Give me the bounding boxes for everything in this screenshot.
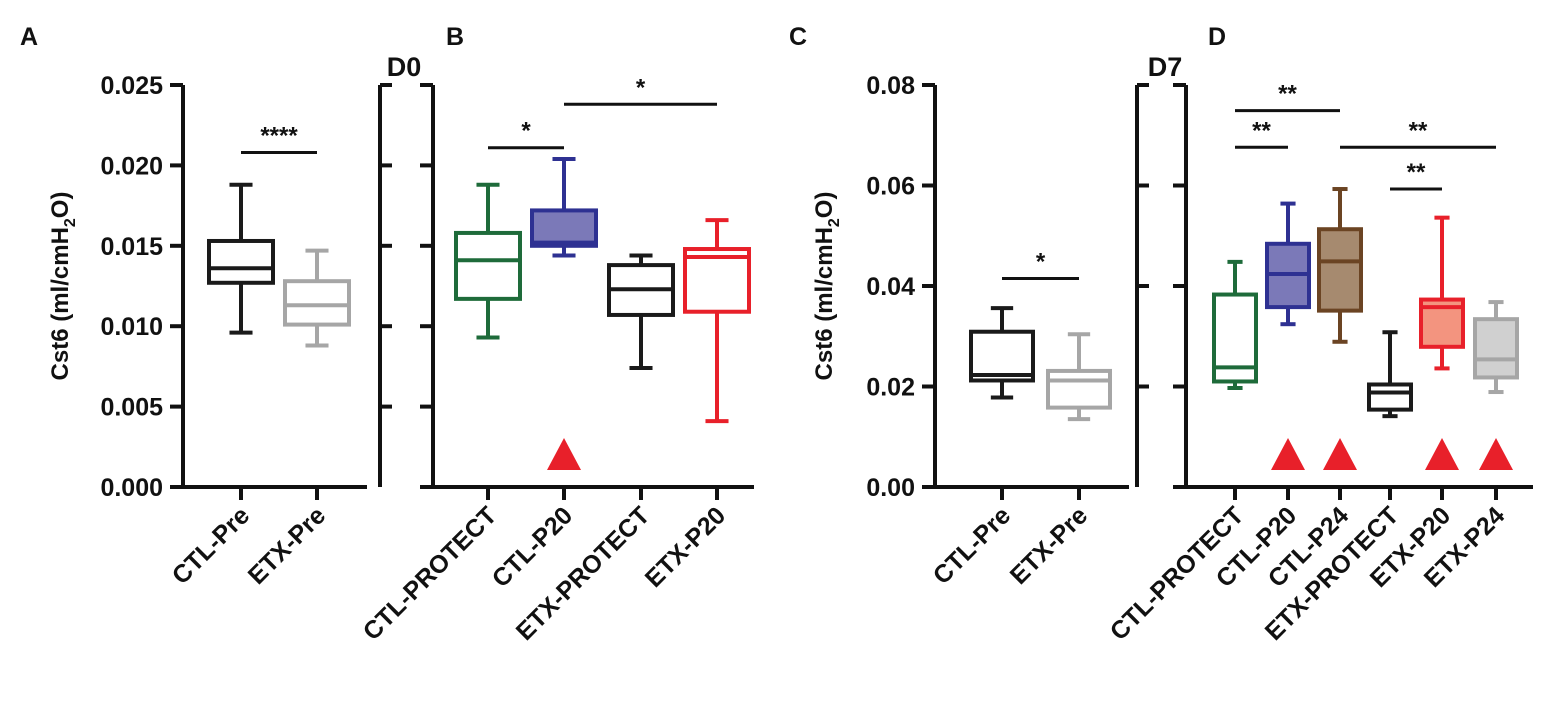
y-tick-label: 0.005 bbox=[100, 394, 163, 422]
red-triangle-marker bbox=[1479, 438, 1513, 470]
y-tick-label: 0.08 bbox=[866, 72, 915, 100]
significance-label: ** bbox=[1252, 117, 1271, 144]
y-tick-label: 0.00 bbox=[866, 474, 915, 502]
y-tick-label: 0.015 bbox=[100, 233, 163, 261]
panel-letter: B bbox=[446, 23, 464, 51]
y-axis-title-main: Cst6 (ml/cmH bbox=[811, 227, 838, 380]
panel-a: A 0.000 0.005 0.010 0.015 0.020 0.025 Cst6 (ml/… bbox=[20, 23, 367, 590]
panel-letter: A bbox=[20, 23, 38, 51]
y-axis-title: Cst6 (ml/cmH2O) bbox=[811, 192, 843, 381]
box-iqr bbox=[1367, 382, 1413, 412]
box-iqr bbox=[969, 329, 1035, 383]
panel-letter: C bbox=[789, 23, 807, 51]
y-tick-label: 0.025 bbox=[100, 72, 163, 100]
x-tick-label: CTL-PROTECT bbox=[358, 501, 503, 646]
red-triangle-marker bbox=[1271, 438, 1305, 470]
box-iqr bbox=[1473, 317, 1519, 380]
y-tick-label: 0.02 bbox=[866, 374, 915, 402]
y-axis-title-end: O) bbox=[811, 192, 838, 219]
box-etx-pre: ETX-Pre bbox=[243, 248, 351, 590]
box-etx-protect: ETX-PROTECT bbox=[511, 253, 675, 646]
x-tick-label: ETX-PROTECT bbox=[511, 501, 656, 646]
box-ctl-p20: CTL-P20 bbox=[487, 156, 598, 593]
box-iqr bbox=[454, 230, 522, 301]
significance-label: ** bbox=[1278, 81, 1297, 108]
significance-label: * bbox=[636, 74, 646, 101]
panel-letter: D bbox=[1208, 23, 1226, 51]
box-iqr bbox=[530, 208, 598, 248]
box-iqr bbox=[1046, 368, 1112, 410]
x-tick-label: ETX-P20 bbox=[640, 501, 732, 593]
panel-c: C 0.00 0.02 0.04 0.06 0.08 Cst6 (ml/cmH2O) CTL-… bbox=[789, 23, 1129, 590]
significance-label: **** bbox=[260, 123, 298, 150]
x-tick-label: ETX-Pre bbox=[243, 501, 332, 590]
box-iqr bbox=[1317, 227, 1363, 313]
y-tick-label: 0.010 bbox=[100, 313, 163, 341]
y-axis-title-main: Cst6 (ml/cmH bbox=[47, 227, 74, 380]
box-iqr bbox=[207, 238, 275, 285]
x-tick-label: CTL-Pre bbox=[167, 501, 256, 590]
panel-d: DCTL-PROTECTCTL-P20CTL-P24ETX-PROTECTETX… bbox=[1105, 23, 1533, 646]
y-tick-label: 0.04 bbox=[866, 273, 915, 301]
day-label: D7 bbox=[1148, 52, 1183, 82]
red-triangle-marker bbox=[1425, 438, 1459, 470]
y-tick-label: 0.06 bbox=[866, 173, 915, 201]
significance-label: * bbox=[1036, 248, 1046, 275]
significance-label: ** bbox=[1409, 117, 1428, 144]
y-tick-label: 0.000 bbox=[100, 474, 163, 502]
red-triangle-marker bbox=[547, 438, 581, 470]
y-tick-label: 0.020 bbox=[100, 152, 163, 180]
box-iqr bbox=[683, 247, 751, 314]
box-etx-protect: ETX-PROTECT bbox=[1260, 330, 1413, 646]
significance-label: * bbox=[521, 118, 531, 145]
box-ctl-pre: CTL-Pre bbox=[928, 306, 1035, 590]
red-triangle-marker bbox=[1323, 438, 1357, 470]
significance-label: ** bbox=[1407, 159, 1426, 186]
x-tick-label: ETX-Pre bbox=[1005, 501, 1094, 590]
x-tick-label: CTL-Pre bbox=[928, 501, 1017, 590]
y-axis-title-sub: 2 bbox=[62, 218, 79, 227]
day-label: D0 bbox=[387, 52, 422, 82]
y-axis-title: Cst6 (ml/cmH2O) bbox=[47, 192, 79, 381]
y-axis-title-end: O) bbox=[47, 192, 74, 219]
y-axis-title-sub: 2 bbox=[826, 218, 843, 227]
box-iqr bbox=[283, 279, 351, 327]
